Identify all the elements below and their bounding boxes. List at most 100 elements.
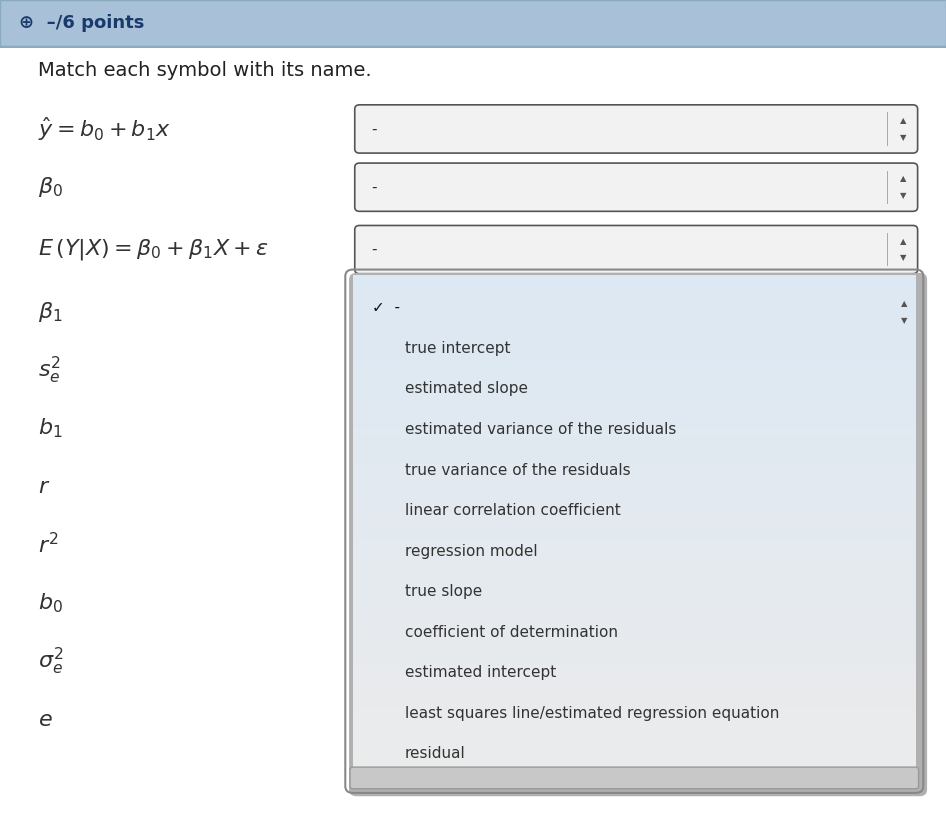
Bar: [353, 726, 916, 735]
Bar: [353, 658, 916, 667]
FancyBboxPatch shape: [350, 767, 919, 789]
Text: estimated slope: estimated slope: [405, 381, 528, 397]
Text: -: -: [371, 121, 377, 136]
Bar: [353, 284, 916, 293]
Bar: [353, 497, 916, 506]
Text: residual: residual: [405, 746, 465, 761]
Text: true variance of the residuals: true variance of the residuals: [405, 463, 631, 478]
Bar: [353, 683, 916, 693]
Text: ▲: ▲: [902, 300, 907, 308]
Text: ⊕  –/6 points: ⊕ –/6 points: [19, 14, 145, 32]
FancyBboxPatch shape: [887, 112, 888, 146]
Bar: [353, 777, 916, 786]
Text: ✓  -: ✓ -: [372, 300, 400, 315]
Bar: [353, 411, 916, 421]
Bar: [353, 547, 916, 557]
Text: $b_0$: $b_0$: [38, 592, 62, 615]
Bar: [353, 616, 916, 625]
Bar: [353, 556, 916, 565]
Bar: [353, 310, 916, 319]
Bar: [353, 641, 916, 651]
Bar: [353, 701, 916, 710]
Bar: [353, 428, 916, 438]
Bar: [353, 573, 916, 582]
FancyBboxPatch shape: [887, 233, 888, 266]
Text: coefficient of determination: coefficient of determination: [405, 625, 618, 640]
Bar: [353, 369, 916, 379]
Bar: [353, 352, 916, 361]
Bar: [353, 454, 916, 463]
Bar: [353, 488, 916, 498]
Bar: [353, 709, 916, 718]
Text: ▲: ▲: [901, 116, 906, 125]
Bar: [353, 335, 916, 344]
Text: -: -: [371, 242, 377, 257]
Bar: [353, 735, 916, 744]
Text: Match each symbol with its name.: Match each symbol with its name.: [38, 62, 372, 80]
Bar: [353, 360, 916, 369]
FancyBboxPatch shape: [355, 225, 918, 274]
Text: true intercept: true intercept: [405, 341, 511, 356]
Bar: [353, 564, 916, 574]
Bar: [353, 743, 916, 752]
Bar: [353, 582, 916, 591]
Bar: [353, 666, 916, 676]
Bar: [353, 539, 916, 548]
Bar: [353, 632, 916, 641]
Text: $s_e^2$: $s_e^2$: [38, 354, 61, 386]
Text: ▼: ▼: [901, 191, 906, 200]
Text: regression model: regression model: [405, 543, 537, 559]
Bar: [353, 751, 916, 760]
Text: $\hat{y} = b_0 + b_1 x$: $\hat{y} = b_0 + b_1 x$: [38, 115, 171, 143]
Bar: [353, 318, 916, 327]
FancyBboxPatch shape: [0, 0, 946, 46]
Bar: [353, 479, 916, 488]
Text: $r^2$: $r^2$: [38, 532, 59, 557]
FancyBboxPatch shape: [355, 105, 918, 153]
Text: ▲: ▲: [901, 237, 906, 245]
Bar: [353, 760, 916, 770]
FancyBboxPatch shape: [887, 171, 888, 204]
Text: -: -: [371, 180, 377, 195]
Bar: [353, 717, 916, 726]
Text: $E\,(Y|X) = \beta_0 + \beta_1 X + \epsilon$: $E\,(Y|X) = \beta_0 + \beta_1 X + \epsil…: [38, 237, 269, 262]
Bar: [353, 403, 916, 412]
Text: $\beta_1$: $\beta_1$: [38, 300, 62, 324]
Bar: [353, 505, 916, 514]
Bar: [353, 531, 916, 540]
Bar: [353, 326, 916, 336]
Text: $\sigma_e^2$: $\sigma_e^2$: [38, 646, 63, 677]
Text: ▼: ▼: [902, 316, 907, 324]
Text: ▼: ▼: [901, 254, 906, 262]
Bar: [353, 394, 916, 404]
Bar: [353, 607, 916, 617]
Bar: [353, 590, 916, 599]
Text: true slope: true slope: [405, 584, 482, 599]
Bar: [353, 471, 916, 480]
Text: linear correlation coefficient: linear correlation coefficient: [405, 503, 621, 518]
Bar: [353, 769, 916, 778]
Bar: [353, 420, 916, 429]
FancyBboxPatch shape: [349, 273, 927, 796]
Bar: [353, 463, 916, 472]
Bar: [353, 292, 916, 302]
Text: ▲: ▲: [901, 175, 906, 183]
Bar: [353, 624, 916, 633]
Text: least squares line/estimated regression equation: least squares line/estimated regression …: [405, 706, 780, 721]
FancyBboxPatch shape: [355, 163, 918, 211]
Bar: [353, 344, 916, 353]
Bar: [353, 378, 916, 387]
Bar: [353, 692, 916, 701]
Bar: [353, 275, 916, 285]
Bar: [353, 513, 916, 522]
FancyBboxPatch shape: [0, 46, 946, 48]
Bar: [353, 301, 916, 310]
Bar: [353, 437, 916, 446]
Text: ▼: ▼: [901, 133, 906, 141]
Bar: [353, 445, 916, 455]
Text: $r$: $r$: [38, 477, 50, 497]
Text: $b_1$: $b_1$: [38, 417, 62, 440]
Bar: [353, 386, 916, 395]
Text: $\beta_0$: $\beta_0$: [38, 176, 62, 199]
Text: estimated intercept: estimated intercept: [405, 666, 556, 681]
